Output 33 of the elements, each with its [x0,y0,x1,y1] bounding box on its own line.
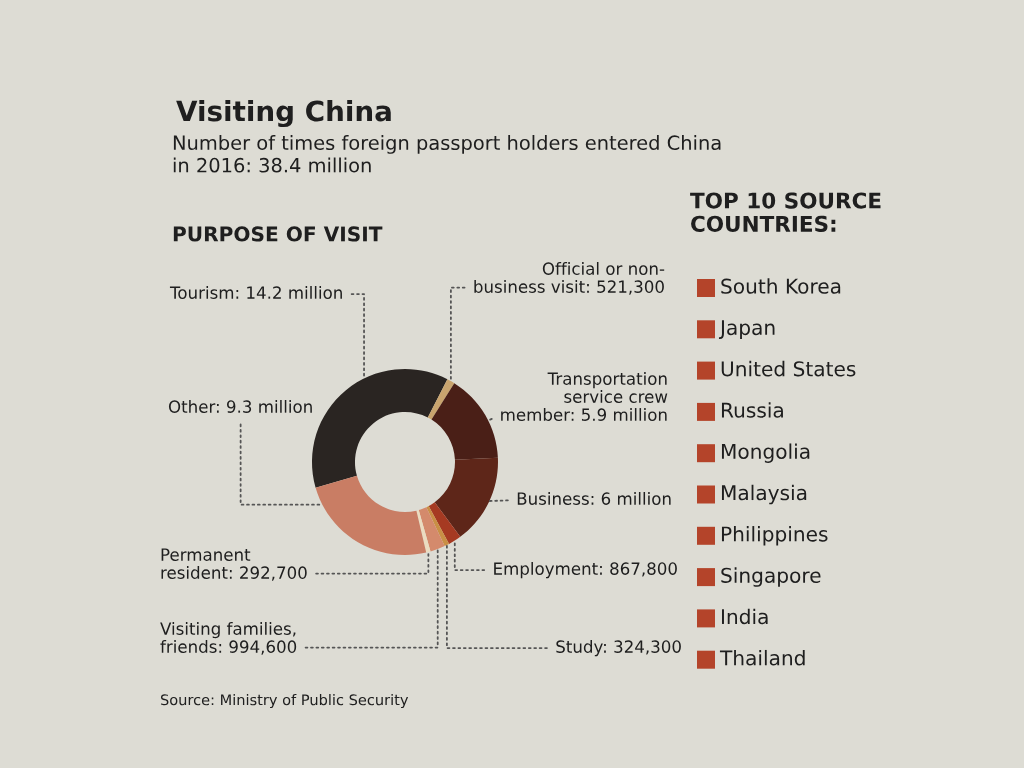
donut-slice [315,475,427,555]
slice-label: Other: 9.3 million [168,400,312,413]
category-label: Thailand [719,649,805,666]
text: TOP 10 SOURCE COUNTRIES: [690,192,881,232]
chart-title: Visiting China [176,100,391,128]
category-label: Singapore [721,567,821,587]
slice-label: Business: 6 million [517,492,671,505]
donut-slice [434,457,498,537]
donut-slice [427,379,455,420]
category-label: United States [721,360,856,377]
slice-label: Transportation service crew member: 5.9 million [501,372,668,421]
donut-slice [426,506,450,547]
category-label: Malaysia [721,484,807,505]
donut-slice [428,502,461,544]
source-note: Source: Ministry of Public Security [160,694,409,709]
category-label: Mongolia [721,443,810,463]
slice-label: Tourism: 14.2 million [169,286,342,299]
category-label: Japan [718,320,775,340]
chart-subtitle: Number of times foreign passport holders entered China in 2016: 38.4 million [173,135,721,173]
category-label: India [721,608,768,625]
donut-slice [312,369,448,488]
donut-slice [416,510,431,553]
text: PURPOSE OF VISIT [173,226,383,242]
legend-label: Employment: 867,800 [494,562,677,579]
category-label: Russia [721,402,783,418]
category-label: South Korea [721,278,841,294]
slice-label: Study: 324,300 [556,640,681,657]
slice-label: Visiting families, friends: 994,600 [160,622,297,655]
category-label: Philippines [721,526,828,546]
donut-slice [431,383,498,460]
donut-slice [418,507,445,552]
slice-label: Official or non- business visit: 521,300 [474,262,665,295]
slice-label: Permanent resident: 292,700 [161,548,307,581]
